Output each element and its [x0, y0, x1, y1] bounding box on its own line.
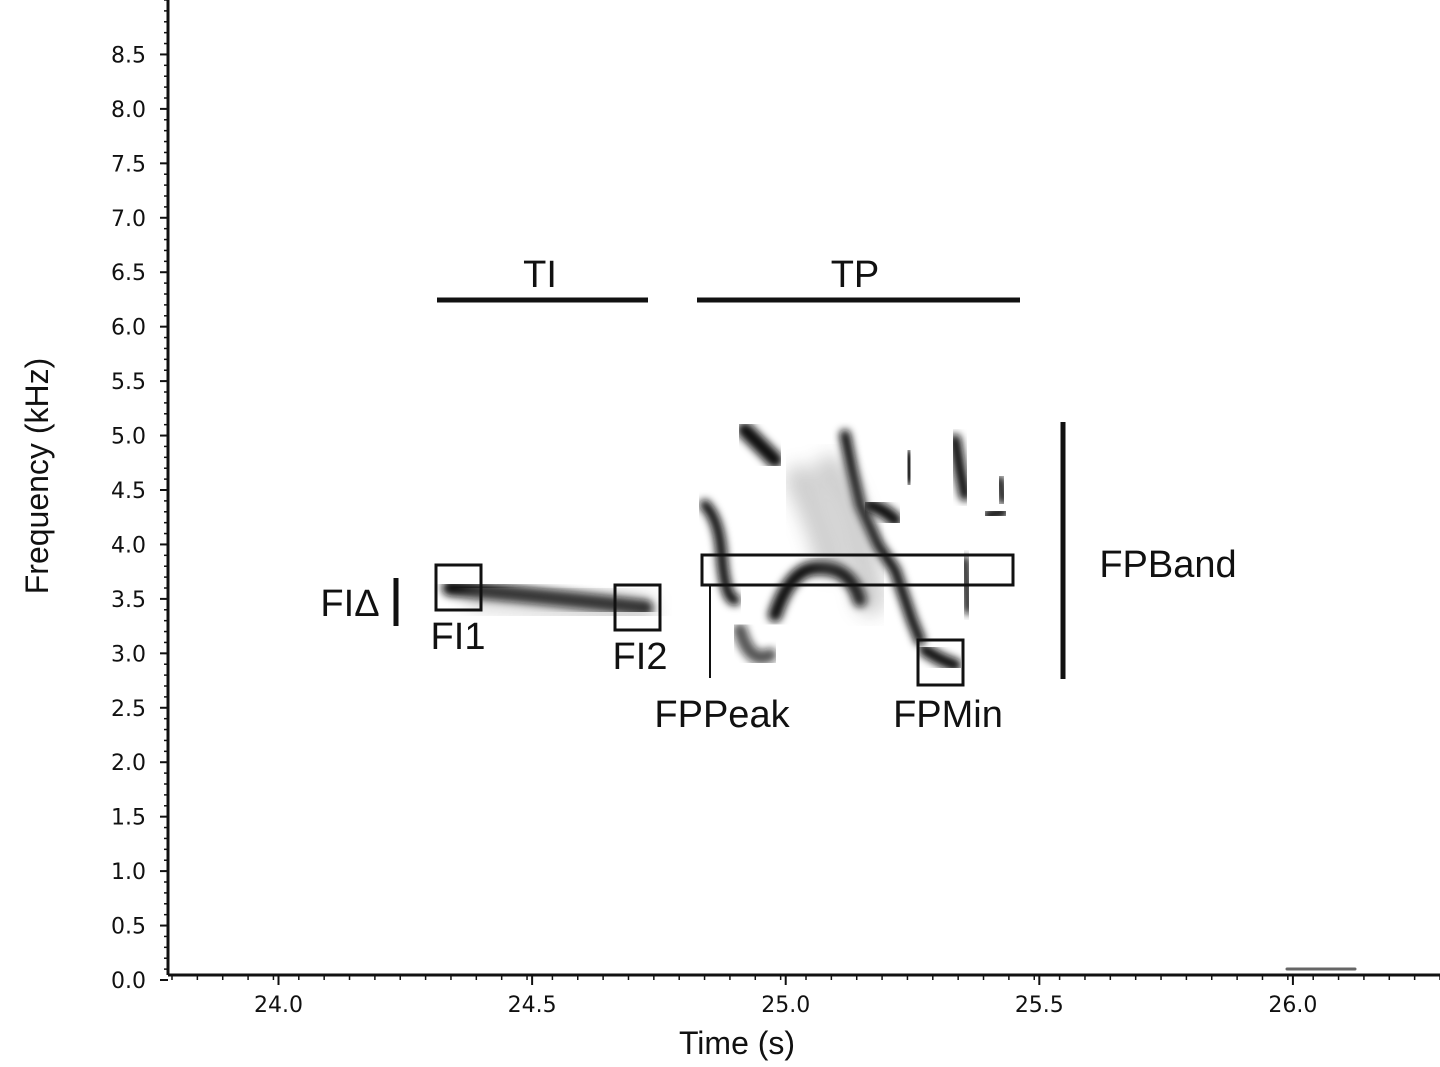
x-tick-label: 25.0 — [761, 993, 810, 1018]
y-axis-label: Frequency (kHz) — [19, 358, 55, 595]
y-tick-label: 0.0 — [111, 969, 146, 994]
x-tick-label: 25.5 — [1015, 993, 1064, 1018]
y-tick-label: 3.5 — [111, 588, 146, 613]
y-tick-label: 4.0 — [111, 533, 146, 558]
y-tick-label: 8.5 — [111, 43, 146, 68]
x-tick-label: 24.5 — [508, 993, 557, 1018]
y-tick-label: 7.5 — [111, 152, 146, 177]
y-tick-label: 4.5 — [111, 479, 146, 504]
x-axis-label: Time (s) — [679, 1025, 795, 1061]
trace — [463, 575, 657, 629]
trace — [785, 455, 885, 615]
y-tick-label: 5.5 — [111, 370, 146, 395]
x-tick-label: 24.0 — [254, 993, 303, 1018]
trace — [839, 429, 926, 646]
trace — [902, 449, 916, 486]
annotation: FPPeak — [654, 694, 790, 736]
annotation: FIΔ — [320, 583, 379, 625]
y-tick-label: 2.5 — [111, 697, 146, 722]
y-tick-label: 8.0 — [111, 98, 146, 123]
y-tick-label: 6.0 — [111, 316, 146, 341]
y-tick-label: 5.0 — [111, 425, 146, 450]
annotation: FI1 — [431, 616, 486, 658]
annotation-shapes — [393, 297, 1066, 687]
fi2-box — [613, 583, 662, 632]
trace — [949, 434, 971, 501]
annotation: FI2 — [613, 636, 668, 678]
fp-min-box — [916, 638, 965, 687]
y-tick-label: 3.0 — [111, 642, 146, 667]
y-tick-label: 2.0 — [111, 751, 146, 776]
trace — [768, 560, 867, 622]
trace — [918, 643, 962, 672]
annotation: FPBand — [1099, 544, 1236, 586]
trace — [733, 623, 777, 665]
annotation: FPMin — [893, 694, 1003, 736]
trace — [995, 475, 1008, 505]
y-tick-label: 1.0 — [111, 860, 146, 885]
annotation: TI — [523, 254, 557, 296]
trace — [982, 506, 1009, 521]
y-tick-label: 6.5 — [111, 261, 146, 286]
annotation: TP — [831, 254, 880, 296]
trace — [737, 422, 783, 468]
x-tick-label: 26.0 — [1268, 993, 1317, 1018]
y-tick-label: 7.0 — [111, 207, 146, 232]
fp-band-box — [700, 553, 1015, 587]
fi1-box — [434, 563, 483, 612]
y-tick-label: 1.5 — [111, 806, 146, 831]
trace — [699, 499, 741, 606]
y-tick-label: 0.5 — [111, 915, 146, 940]
trace — [863, 498, 902, 527]
